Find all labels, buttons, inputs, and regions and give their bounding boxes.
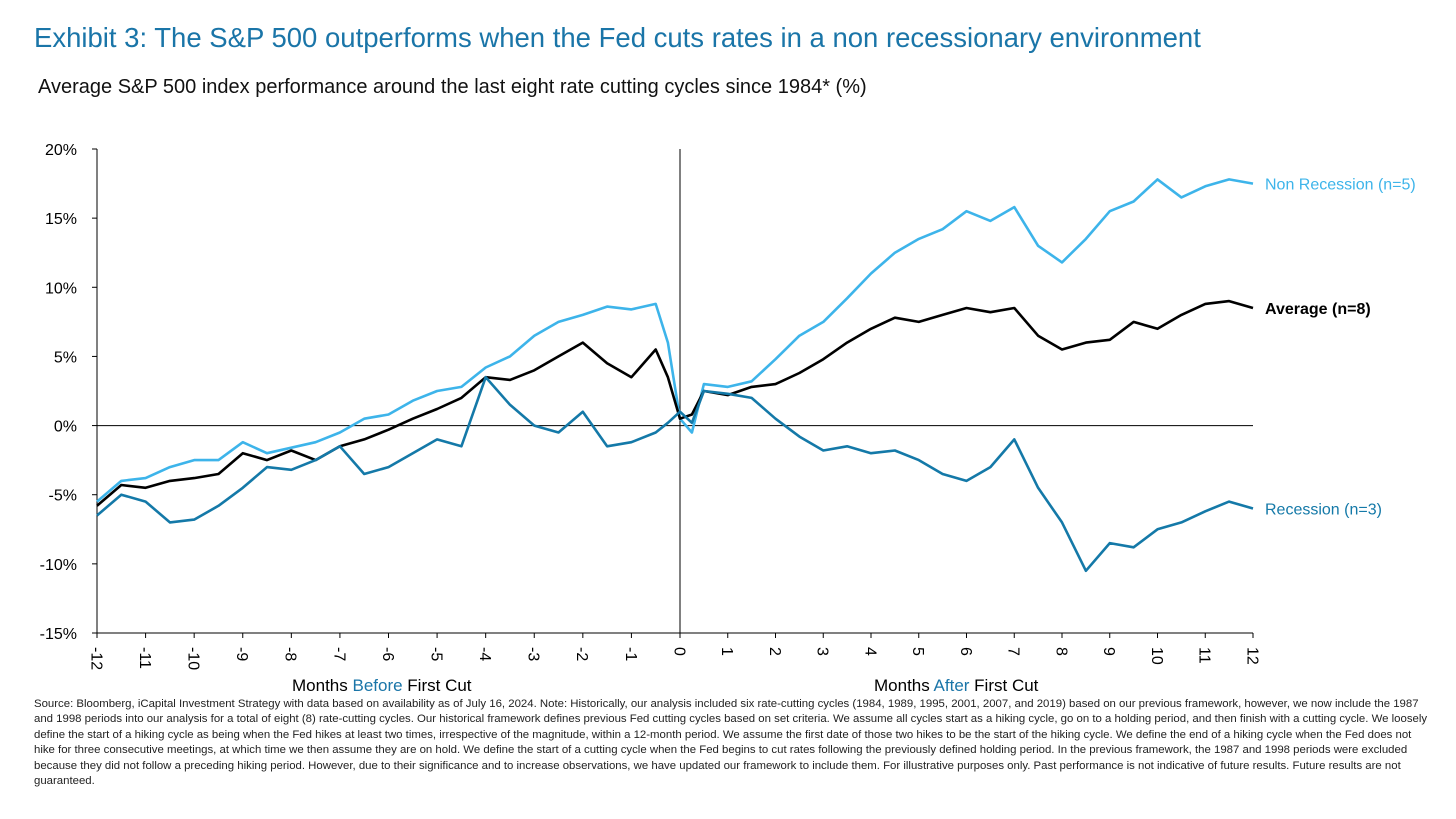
x-tick-label: -6 xyxy=(379,647,396,661)
x-tick-label: 11 xyxy=(1196,647,1213,664)
x-tick-label: -12 xyxy=(87,647,104,670)
x-tick-label: 2 xyxy=(766,647,783,656)
x-tick-label: 9 xyxy=(1100,647,1117,656)
line-chart: -15%-10%-5%0%5%10%15%20% -12 -11 -10 -9 -8 -7… xyxy=(40,142,1416,670)
x-tick-label: -8 xyxy=(282,647,299,661)
series-layer xyxy=(96,178,1254,573)
x-tick-label: -5 xyxy=(427,647,444,661)
x-tick-label: -7 xyxy=(330,647,347,661)
series-label-1: Average (n=8) xyxy=(1265,301,1371,318)
y-tick-label: 10% xyxy=(45,280,77,297)
series-label-0: Non Recession (n=5) xyxy=(1265,177,1416,194)
x-tick-label: -11 xyxy=(136,647,153,669)
x-tick-label: -10 xyxy=(185,647,202,670)
series-line-2 xyxy=(96,375,1254,573)
x-tick-label: 1 xyxy=(718,647,735,656)
x-tick-label: 4 xyxy=(861,647,878,656)
x-tick-label: 6 xyxy=(957,647,974,656)
y-tick-label: 0% xyxy=(54,419,77,436)
x-tick-label: -2 xyxy=(573,647,590,661)
x-tick-label: 12 xyxy=(1243,647,1260,665)
y-axis: -15% -10% -5% 0% 5% 10% 15% 20% xyxy=(40,142,98,643)
x-axis: -12 -11 -10 -9 -8 -7 -6 -5 -4 -3 -2 -1 0 1 2 3 4 5 6 7 8 9 10 1… xyxy=(87,149,1260,670)
y-tick-label: -5% xyxy=(49,488,77,505)
source-footnote: Source: Bloomberg, iCapital Investment S… xyxy=(34,698,1428,788)
page-title: Exhibit 3: The S&P 500 outperforms when … xyxy=(34,22,1201,53)
series-line-1 xyxy=(96,299,1254,507)
chart-subtitle: Average S&P 500 index performance around… xyxy=(38,76,867,98)
y-tick-label: 5% xyxy=(54,349,77,366)
x-axis-label-after: Months After First Cut xyxy=(874,676,1039,695)
x-tick-label: -1 xyxy=(622,647,639,661)
x-tick-label: 3 xyxy=(814,647,831,656)
x-tick-label: -3 xyxy=(525,647,542,661)
x-tick-label: 7 xyxy=(1005,647,1022,656)
y-tick-label: -15% xyxy=(40,626,77,643)
x-tick-label: -9 xyxy=(233,647,250,661)
y-tick-label: 20% xyxy=(45,142,77,159)
x-axis-label-before: Months Before First Cut xyxy=(292,676,472,695)
x-tick-label: 5 xyxy=(909,647,926,656)
x-tick-label: 10 xyxy=(1148,647,1165,665)
x-tick-label: 0 xyxy=(670,647,687,656)
series-labels: Non Recession (n=5) Average (n=8) Recessio… xyxy=(1265,177,1416,519)
y-tick-label: -10% xyxy=(40,557,77,574)
series-line-0 xyxy=(96,178,1254,503)
x-tick-label: -4 xyxy=(476,647,493,661)
x-tick-label: 8 xyxy=(1052,647,1069,656)
series-label-2: Recession (n=3) xyxy=(1265,502,1382,519)
y-tick-label: 15% xyxy=(45,211,77,228)
